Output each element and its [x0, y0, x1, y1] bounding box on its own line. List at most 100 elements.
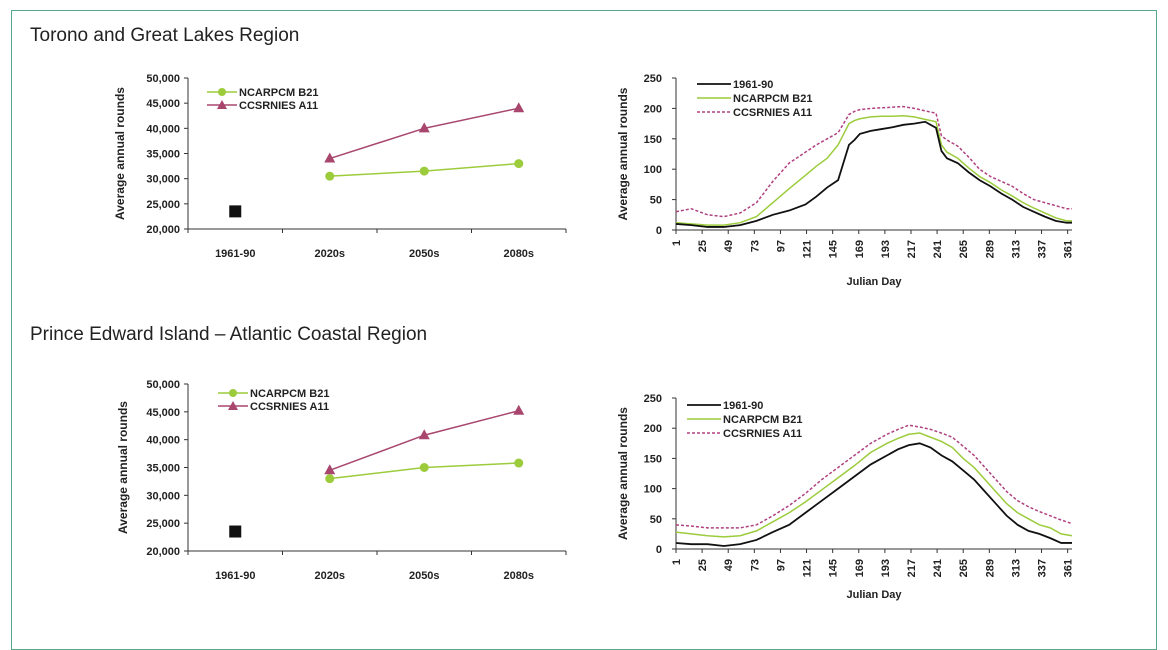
y-tick-label: 50 [650, 195, 662, 207]
x-tick-label: 217 [906, 559, 918, 577]
x-tick-label: 2080s [503, 570, 534, 582]
x-tick-label: 241 [932, 559, 944, 577]
y-tick-label: 100 [644, 164, 662, 176]
legend-label: 1961-90 [723, 400, 763, 412]
x-axis-label: Julian Day [846, 589, 902, 601]
x-tick-label: 169 [854, 240, 866, 258]
legend-label: NCARPCM B21 [239, 87, 318, 99]
y-axis-label: Average annual rounds [116, 401, 130, 534]
y-tick-label: 35,000 [146, 149, 180, 161]
series-line-ccsrnies [675, 424, 1073, 529]
series-point-ncarpcm [419, 166, 429, 176]
y-tick-label: 200 [644, 103, 662, 115]
y-tick-label: 50,000 [146, 73, 180, 85]
series-line-ncarpcm [675, 432, 1073, 538]
series-point-ccsrnies [418, 122, 430, 133]
x-tick-label: 121 [802, 559, 814, 577]
y-tick-label: 200 [644, 423, 662, 435]
y-tick-label: 50 [650, 514, 662, 526]
x-tick-label: 145 [828, 559, 840, 577]
series-point-ccsrnies [513, 404, 525, 415]
x-tick-label: 241 [932, 240, 944, 258]
x-tick-label: 169 [854, 559, 866, 577]
series-line-ccsrnies [675, 105, 1072, 218]
x-axis-label: Julian Day [846, 276, 902, 288]
x-tick-label: 1 [671, 559, 683, 565]
legend-label: CCSRNIES A11 [239, 100, 318, 112]
series-point-ncarpcm [325, 474, 335, 484]
region-title-pei: Prince Edward Island – Atlantic Coastal … [30, 324, 428, 345]
y-tick-label: 250 [644, 73, 662, 85]
x-tick-label: 1961-90 [215, 570, 255, 582]
x-tick-label: 2020s [314, 248, 345, 260]
legend-label: NCARPCM B21 [733, 93, 812, 105]
y-tick-label: 45,000 [146, 407, 180, 419]
legend-marker [218, 88, 226, 96]
series-point-ccsrnies [513, 102, 525, 113]
x-tick-label: 25 [697, 559, 709, 571]
y-tick-label: 150 [644, 134, 662, 146]
x-tick-label: 361 [1063, 240, 1075, 258]
series-line-ccsrnies [329, 409, 519, 471]
baseline-marker [229, 525, 242, 538]
y-tick-label: 40,000 [146, 123, 180, 135]
y-tick-label: 0 [656, 544, 662, 556]
x-tick-label: 265 [958, 559, 970, 577]
x-tick-label: 97 [775, 559, 787, 571]
legend-label: 1961-90 [733, 79, 773, 91]
y-tick-label: 150 [644, 453, 662, 465]
x-tick-label: 337 [1037, 559, 1049, 577]
y-axis-label: Average annual rounds [616, 407, 630, 540]
x-tick-label: 121 [802, 240, 814, 258]
y-tick-label: 25,000 [146, 518, 180, 530]
legend-label: NCARPCM B21 [723, 414, 802, 426]
x-tick-label: 2050s [409, 570, 440, 582]
x-tick-label: 97 [775, 240, 787, 252]
x-tick-label: 217 [906, 240, 918, 258]
series-line-1961-90 [675, 120, 1072, 228]
baseline-marker [229, 205, 242, 218]
legend-label: CCSRNIES A11 [723, 428, 802, 440]
series-point-ncarpcm [419, 463, 429, 472]
series-point-ncarpcm [325, 171, 335, 181]
y-tick-label: 0 [656, 225, 662, 237]
x-tick-label: 337 [1037, 240, 1049, 258]
x-tick-label: 1961-90 [215, 248, 255, 260]
legend-label: CCSRNIES A11 [250, 401, 329, 413]
y-tick-label: 250 [644, 393, 662, 405]
y-tick-label: 30,000 [146, 174, 180, 186]
x-tick-label: 193 [880, 240, 892, 258]
x-tick-label: 2080s [503, 248, 534, 260]
x-tick-label: 313 [1010, 559, 1022, 577]
x-tick-label: 313 [1010, 240, 1022, 258]
series-line-ccsrnies [329, 107, 519, 160]
x-tick-label: 289 [984, 559, 996, 577]
x-tick-label: 2050s [409, 248, 440, 260]
charts-canvas: 20,000 25,000 30,000 35,000 40,000 45,000 50,0… [113, 73, 1075, 601]
region-title-great-lakes: Torono and Great Lakes Region [30, 25, 300, 46]
series-point-ccsrnies [324, 152, 336, 163]
y-tick-label: 100 [644, 484, 662, 496]
x-tick-label: 73 [749, 240, 761, 252]
y-tick-label: 20,000 [146, 224, 180, 236]
x-tick-label: 265 [958, 240, 970, 258]
legend-marker [217, 100, 227, 109]
x-tick-label: 49 [723, 559, 735, 571]
legend-label: NCARPCM B21 [250, 388, 329, 400]
x-tick-label: 289 [984, 240, 996, 258]
x-tick-label: 193 [880, 559, 892, 577]
y-tick-label: 35,000 [146, 463, 180, 475]
legend-marker [229, 389, 237, 397]
y-axis-label: Average annual rounds [113, 87, 127, 220]
series-point-ccsrnies [418, 429, 430, 440]
series-point-ccsrnies [324, 464, 336, 475]
x-tick-label: 2020s [314, 570, 345, 582]
y-tick-label: 25,000 [146, 199, 180, 211]
legend-label: CCSRNIES A11 [733, 107, 812, 119]
x-tick-label: 49 [723, 240, 735, 252]
legend-marker [228, 401, 238, 410]
y-tick-label: 50,000 [146, 379, 180, 391]
series-point-ncarpcm [514, 159, 524, 169]
x-tick-label: 25 [697, 240, 709, 252]
x-tick-label: 145 [828, 240, 840, 258]
